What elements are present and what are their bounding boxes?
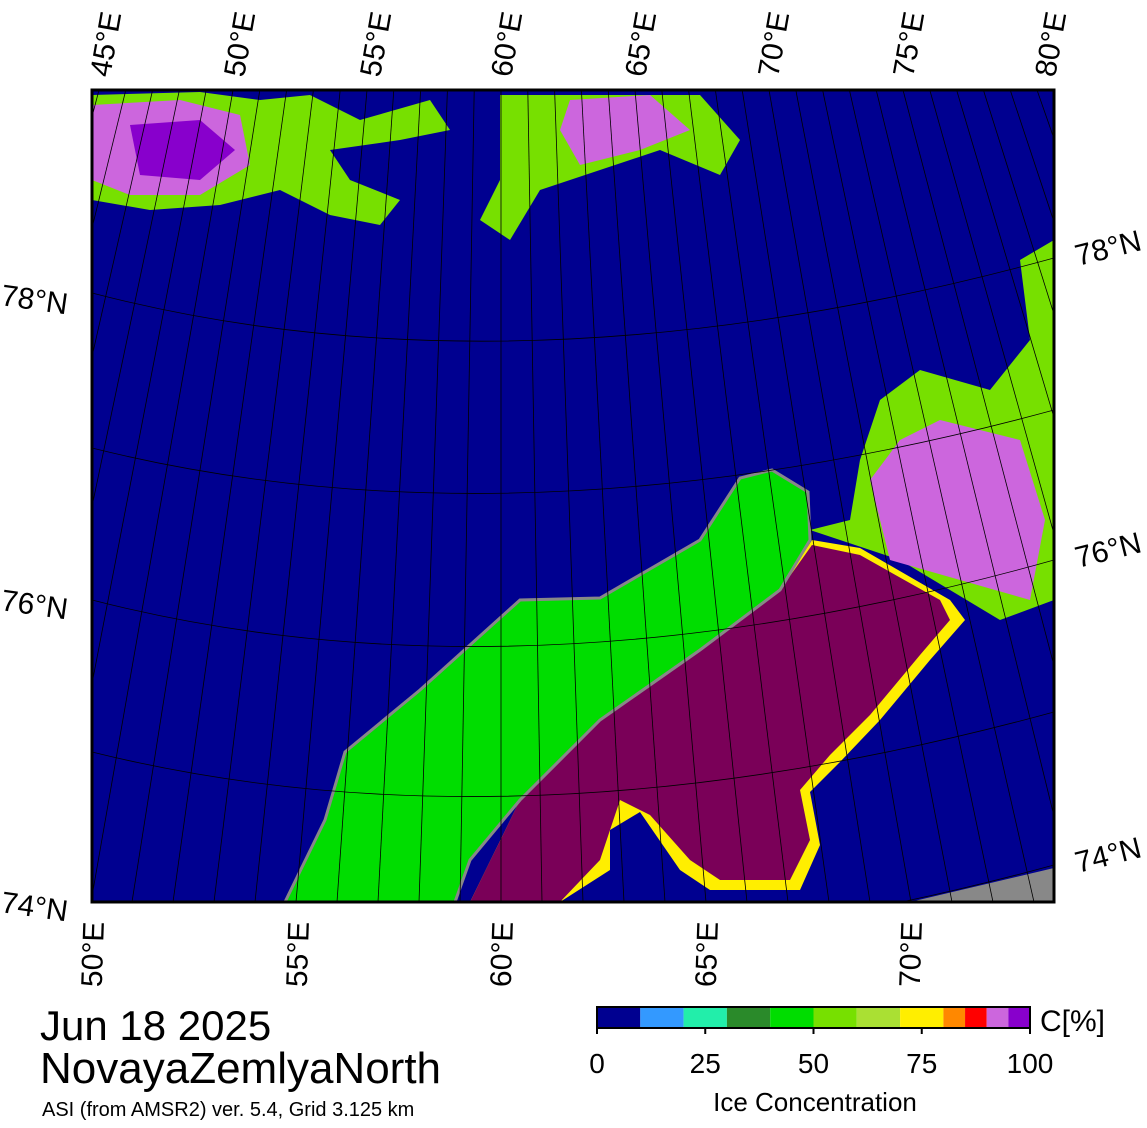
meridian	[459, 90, 475, 902]
meridian	[295, 90, 368, 902]
lon-label: 50°E	[76, 921, 111, 988]
map-frame	[90, 88, 1056, 904]
lon-label: 55°E	[281, 921, 316, 988]
meridian	[1091, 90, 1147, 902]
colorbar-tick-label: 75	[906, 1048, 937, 1079]
meridian	[336, 90, 395, 902]
colorbar-title: Ice Concentration	[713, 1087, 917, 1117]
colorbar-tick-label: 50	[798, 1048, 829, 1079]
lat-label: 78°N	[1072, 225, 1145, 273]
colorbar-segment	[813, 1007, 857, 1028]
meridian	[92, 90, 100, 119]
meridian	[661, 90, 748, 902]
meridian	[849, 90, 1035, 902]
graticule	[0, 90, 1147, 902]
meridian	[377, 90, 421, 902]
date: Jun 18 2025	[40, 1002, 271, 1049]
parallel	[92, 257, 1054, 342]
meridian	[172, 90, 287, 902]
ice-pack	[130, 120, 235, 180]
lat-label: 76°N	[1072, 527, 1145, 575]
meridian	[1064, 90, 1147, 902]
meridian	[92, 90, 234, 899]
parallel	[92, 711, 1054, 797]
ice-pack	[470, 545, 950, 902]
colorbar-tick-label: 0	[589, 1048, 605, 1079]
meridian	[634, 90, 707, 902]
colorbar-tick-label: 100	[1007, 1048, 1054, 1079]
meridian	[0, 90, 72, 902]
colorbar-segment	[965, 1007, 987, 1028]
meridian	[902, 90, 1054, 668]
meridian	[822, 90, 994, 902]
lon-label: 45°E	[84, 9, 128, 79]
land	[283, 468, 812, 902]
lon-label: 55°E	[354, 9, 398, 79]
meridian	[875, 90, 1054, 818]
subtitle: ASI (from AMSR2) ver. 5.4, Grid 3.125 km	[42, 1099, 414, 1121]
lat-label: 76°N	[0, 584, 70, 626]
colorbar-segment	[683, 1007, 727, 1028]
meridian	[554, 90, 584, 902]
colorbar-segment	[1008, 1007, 1030, 1028]
colorbar-segment	[726, 1007, 771, 1028]
colorbar-segment	[597, 1007, 641, 1028]
parallel	[92, 409, 1054, 494]
colorbar-segment	[943, 1007, 966, 1028]
meridian	[581, 90, 625, 902]
meridian	[768, 90, 912, 902]
lat-label: 74°N	[1072, 832, 1145, 880]
meridian	[795, 90, 953, 902]
lon-label: 50°E	[218, 9, 262, 79]
meridian	[527, 90, 543, 902]
meridian	[131, 90, 261, 902]
lon-label: 75°E	[887, 9, 931, 79]
colorbar-segment	[856, 1007, 901, 1028]
ice-pack	[560, 95, 690, 165]
meridian	[92, 90, 180, 509]
colorbar-segment	[770, 1007, 814, 1028]
meridian	[418, 90, 448, 902]
colorbar-tick-label: 25	[690, 1048, 721, 1079]
lon-label: 70°E	[752, 9, 796, 79]
meridian	[741, 90, 871, 902]
lon-label: 65°E	[619, 9, 663, 79]
meridian	[983, 90, 1054, 316]
lon-label: 60°E	[485, 9, 529, 79]
parallel	[92, 559, 1054, 647]
lon-label: 80°E	[1029, 9, 1073, 79]
meridian	[254, 90, 341, 902]
lat-label: 78°N	[0, 279, 70, 321]
meridian	[929, 90, 1054, 536]
meridian	[956, 90, 1054, 420]
colorbar: 0 25 50 75 100 C[%] Ice Concentration	[589, 1005, 1105, 1117]
meridian	[688, 90, 789, 902]
lon-label: 70°E	[894, 921, 929, 988]
colorbar-segment	[640, 1007, 684, 1028]
colorbar-segment	[900, 1007, 944, 1028]
meridian	[92, 90, 207, 686]
lon-label: 65°E	[690, 921, 725, 988]
colorbar-unit: C[%]	[1040, 1005, 1105, 1038]
meridian	[92, 90, 153, 359]
land-mask	[910, 868, 1054, 902]
meridian	[607, 90, 666, 902]
meridian	[213, 90, 314, 902]
region: NovayaZemlyaNorth	[40, 1044, 441, 1093]
map-area	[0, 90, 1147, 902]
colorbar-segment	[986, 1007, 1009, 1028]
lat-label: 74°N	[0, 886, 70, 928]
lon-label: 60°E	[485, 921, 520, 988]
